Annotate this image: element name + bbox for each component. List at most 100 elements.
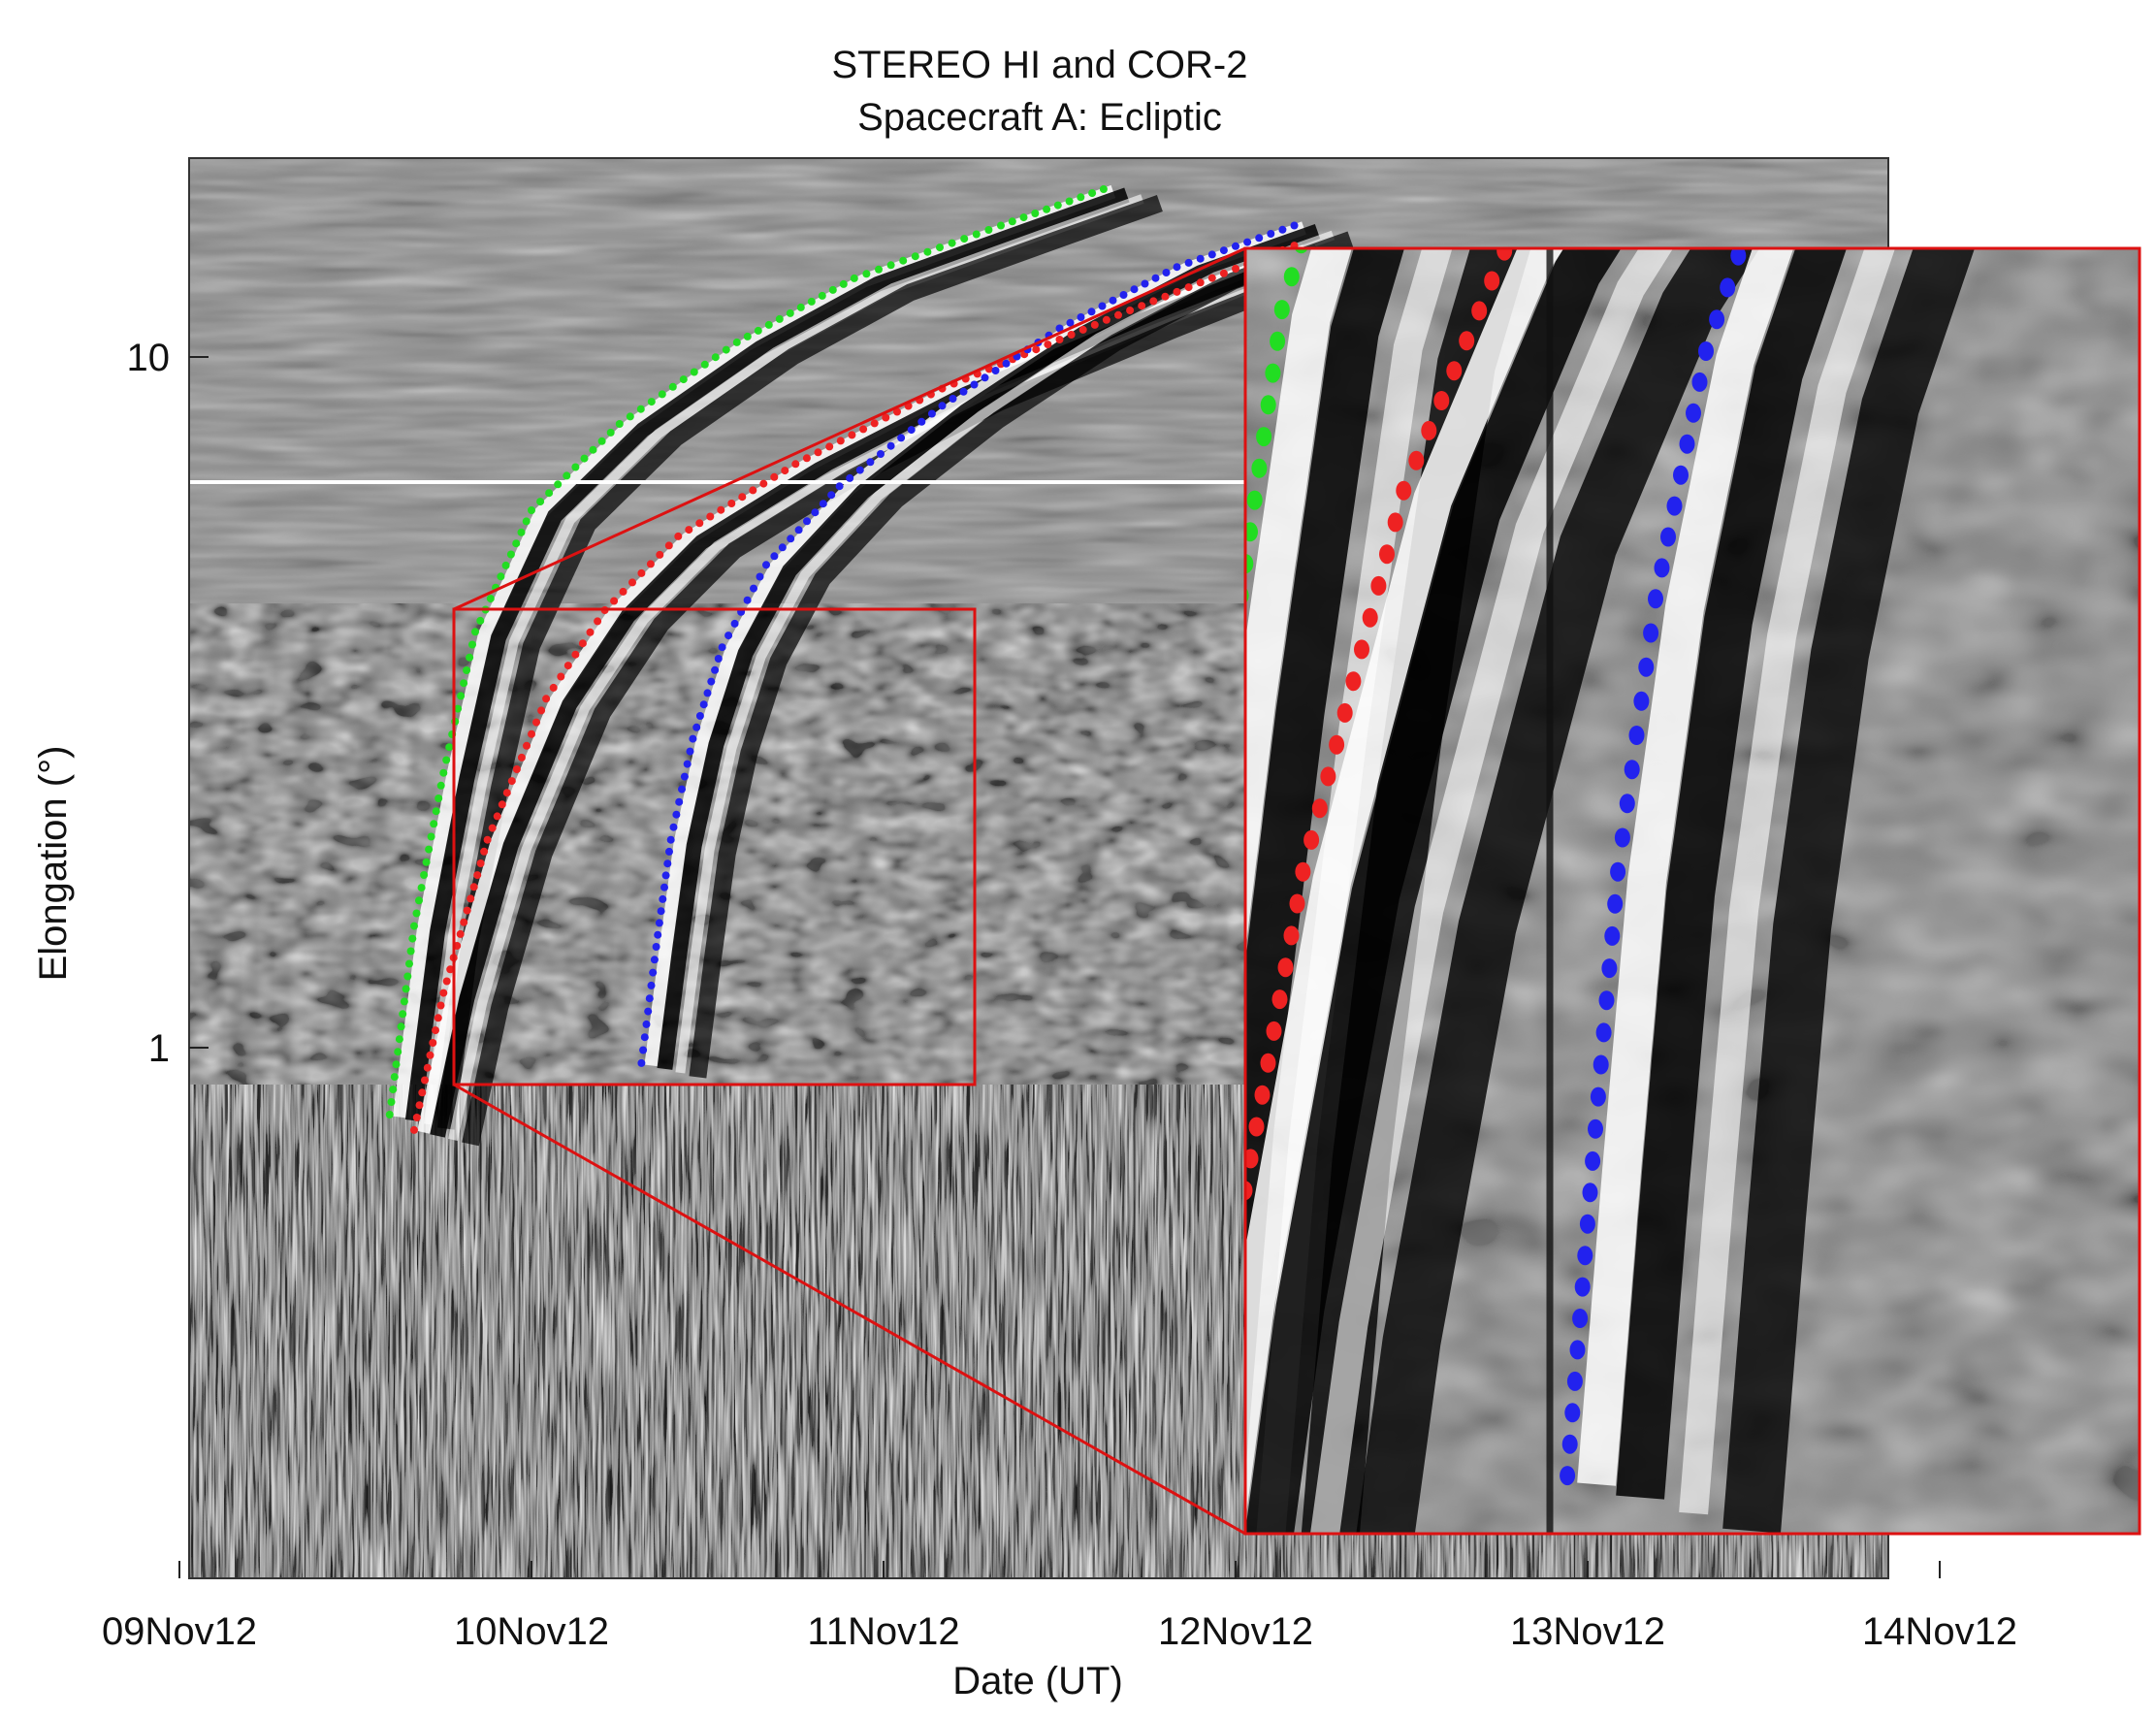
x-axis: 09Nov12 10Nov12 11Nov12 12Nov12 13Nov12 14Nov… <box>102 1561 2017 1653</box>
inset-track-marker <box>1598 990 1615 1011</box>
inset-track-marker <box>1345 671 1362 692</box>
track-marker <box>750 584 757 593</box>
track-marker <box>1184 283 1193 292</box>
track-marker <box>897 434 906 442</box>
track-marker <box>787 535 795 543</box>
track-marker <box>469 883 478 891</box>
track-marker <box>395 1035 403 1044</box>
track-marker <box>683 760 692 768</box>
x-tick-label: 13Nov12 <box>1510 1610 1665 1653</box>
track-marker <box>1088 189 1097 198</box>
inset-band <box>1245 248 1405 1477</box>
track-marker <box>501 561 510 569</box>
track-marker <box>866 458 875 467</box>
y-axis: 10 1 <box>127 337 209 1070</box>
x-tick-label: 12Nov12 <box>1158 1610 1313 1653</box>
track-marker <box>917 417 926 426</box>
track-marker <box>392 1060 401 1069</box>
inset-track-marker <box>1645 19 1660 39</box>
inset-track-marker <box>1654 558 1670 578</box>
track-marker <box>400 997 408 1006</box>
track-marker <box>488 824 497 832</box>
track-marker <box>476 616 485 625</box>
inset-track-marker <box>1673 465 1689 485</box>
inset-track-marker <box>1446 361 1463 381</box>
inset-track-markers <box>1245 19 1825 1486</box>
track-marker <box>421 1076 429 1085</box>
track-marker <box>439 768 448 777</box>
inset-track-marker <box>1421 420 1437 440</box>
track-marker <box>724 632 733 640</box>
track-marker <box>442 756 451 764</box>
track-marker <box>497 572 505 581</box>
inset-track-marker <box>1585 1151 1601 1171</box>
inset-track-marker <box>1587 99 1602 118</box>
track-marker <box>811 508 820 517</box>
track-marker <box>1032 345 1041 354</box>
track-marker <box>690 368 698 376</box>
track-marker <box>542 695 551 703</box>
x-tick-label: 10Nov12 <box>454 1610 609 1653</box>
track-marker <box>695 519 704 528</box>
track-marker <box>1141 279 1149 288</box>
track-marker <box>473 871 482 880</box>
track-marker <box>457 692 466 700</box>
track-marker <box>959 387 968 396</box>
x-tick-label: 14Nov12 <box>1862 1610 2017 1653</box>
inset-track-marker <box>1574 1277 1591 1297</box>
track-marker <box>436 781 445 790</box>
track-marker <box>536 498 545 506</box>
track-marker <box>1196 254 1205 263</box>
inset-track-marker <box>1605 70 1621 89</box>
cme-band <box>689 231 1354 1079</box>
inset-track-marker <box>1459 331 1475 351</box>
track-marker <box>523 741 531 750</box>
inset-band <box>1679 248 1896 1515</box>
inset-track-marker <box>1256 427 1272 447</box>
track-marker <box>415 1101 424 1110</box>
track-marker <box>1053 201 1062 210</box>
track-marker <box>498 800 506 809</box>
inset-track-marker <box>1329 734 1345 755</box>
inset-track-marker <box>1471 301 1488 321</box>
inset-track-marker <box>1810 58 1825 78</box>
track-marker <box>615 420 624 428</box>
track-marker <box>655 919 663 927</box>
track-marker <box>791 460 800 469</box>
inset-track-marker <box>1686 403 1701 423</box>
zoom-inset <box>1243 19 2141 1536</box>
track-marker <box>528 729 535 738</box>
track-marker <box>619 587 627 596</box>
track-marker <box>412 909 421 918</box>
track-marker <box>794 526 803 535</box>
inset-track-marker <box>1333 103 1348 122</box>
inset-track-marker <box>1588 1118 1603 1139</box>
inset-band <box>1309 248 1674 1534</box>
inset-track-marker <box>1720 277 1736 298</box>
track-marker <box>714 655 723 663</box>
track-marker <box>426 1051 434 1059</box>
inset-track-marker <box>1336 702 1353 723</box>
inset-track-marker <box>1265 363 1281 383</box>
track-marker <box>825 442 834 451</box>
track-marker <box>764 320 773 329</box>
inset-band <box>1356 248 1760 1534</box>
track-marker <box>743 596 752 604</box>
zoom-source-box <box>452 607 977 1086</box>
track-marker <box>835 482 844 491</box>
track-marker <box>991 367 1000 374</box>
inset-track-marker <box>1248 1117 1265 1137</box>
inset-track-marker <box>1560 1466 1576 1486</box>
track-marker <box>517 528 526 536</box>
track-marker <box>580 454 589 463</box>
inset-track-marker <box>1283 925 1300 946</box>
track-marker <box>848 431 856 439</box>
track-marker <box>628 578 636 587</box>
track-marker <box>522 517 531 526</box>
track-marker <box>480 847 489 856</box>
track-marker <box>446 965 455 974</box>
inset-track-marker <box>1251 458 1268 478</box>
inset-track-marker <box>1561 1434 1578 1454</box>
track-marker <box>850 274 858 282</box>
track-marker <box>387 1098 396 1106</box>
